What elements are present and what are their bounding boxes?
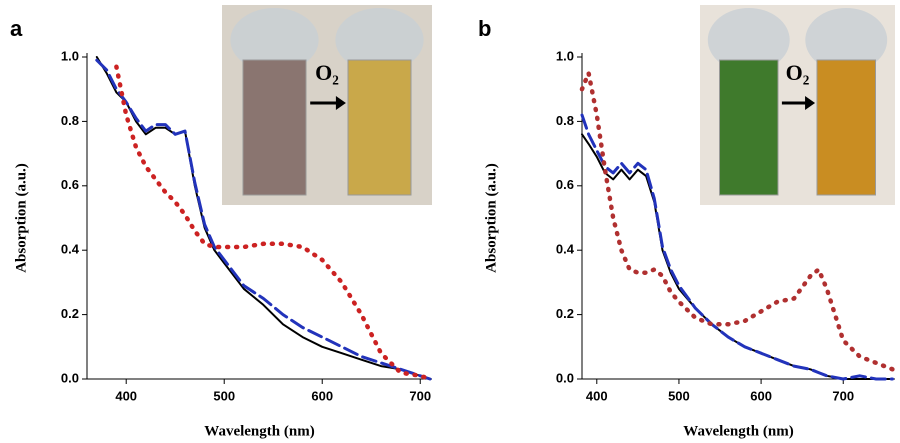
cuvette [242,59,307,196]
y-tick-label: 0.0 [61,370,79,385]
x-tick-label: 400 [586,388,608,403]
cuvette-cap [707,8,790,72]
inset-arrowhead [335,96,346,110]
inset-arrowhead [805,96,816,110]
x-tick-label: 400 [115,388,137,403]
cuvette-cap [335,8,424,72]
y-tick-label: 0.8 [556,113,574,128]
cuvette [347,59,412,196]
data-line [95,56,431,380]
x-tick-label: 500 [213,388,235,403]
panel-label: b [478,16,491,41]
y-axis-title: Absorption (a.u.) [13,163,29,273]
y-tick-label: 0.6 [61,177,79,192]
panel-label: a [10,16,23,41]
cuvette-cap [230,8,319,72]
y-tick-label: 0.2 [61,306,79,321]
x-axis-title: Wavelength (nm) [204,423,314,439]
data-line [579,70,895,372]
y-axis-title: Absorption (a.u.) [483,163,499,273]
cuvette-cap [805,8,888,72]
y-tick-label: 0.4 [556,242,575,257]
y-tick-label: 0.8 [61,113,79,128]
x-axis-title: Wavelength (nm) [683,423,793,439]
x-tick-label: 700 [832,388,854,403]
cuvette [719,59,779,196]
y-tick-label: 1.0 [556,48,574,63]
x-tick-label: 500 [668,388,690,403]
y-tick-label: 0.6 [556,177,574,192]
cuvette [816,59,876,196]
y-tick-label: 0.4 [61,242,80,257]
y-tick-label: 1.0 [61,48,79,63]
y-tick-label: 0.2 [556,306,574,321]
y-tick-label: 0.0 [556,370,574,385]
x-tick-label: 600 [311,388,333,403]
data-line [95,58,432,381]
data-line [114,64,433,382]
data-line [580,113,894,381]
x-tick-label: 600 [750,388,772,403]
inset-label: O₂ [786,60,810,85]
x-tick-label: 700 [409,388,431,403]
inset-label: O₂ [315,60,339,85]
